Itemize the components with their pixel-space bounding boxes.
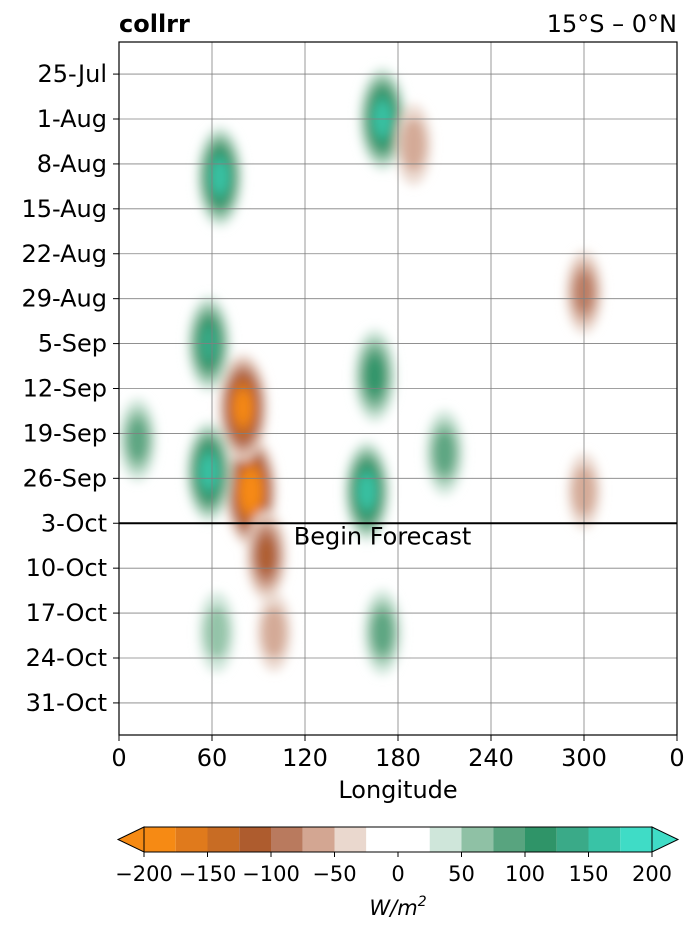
colorbar-segment xyxy=(302,827,335,852)
x-tick-label: 300 xyxy=(561,744,607,772)
y-tick-label: 29-Aug xyxy=(21,285,107,313)
y-tick-label: 26-Sep xyxy=(23,464,107,492)
colorbar-label-exp: 2 xyxy=(418,894,427,910)
colorbar-segment xyxy=(334,827,367,852)
colorbar-segment xyxy=(175,827,208,852)
colorbar-extend-min xyxy=(116,826,145,853)
y-tick-label: 17-Oct xyxy=(26,599,107,627)
colorbar-segment xyxy=(588,827,621,852)
colorbar-tick-label: −150 xyxy=(179,862,237,886)
colorbar-tick-label: −50 xyxy=(312,862,356,886)
colorbar-segment xyxy=(429,827,462,852)
colorbar-tick-label: 50 xyxy=(448,862,475,886)
anomaly-contour xyxy=(371,610,394,655)
anomaly-field xyxy=(119,67,603,676)
colorbar-label-base: W/m xyxy=(369,896,417,920)
y-axis-ticks: 25-Jul 1-Aug 8-Aug 15-Aug 22-Aug 29-Aug 5-Sep 1… xyxy=(21,60,119,717)
colorbar-tick-label: 200 xyxy=(632,862,672,886)
anomaly-contour xyxy=(211,160,229,193)
chart-title-right: 15°S – 0°N xyxy=(547,10,677,38)
y-tick-label: 25-Jul xyxy=(38,60,108,88)
colorbar-tick-label: −100 xyxy=(242,862,300,886)
anomaly-contour xyxy=(256,536,276,575)
y-tick-label: 24-Oct xyxy=(26,644,107,672)
x-tick-label: 0 xyxy=(669,744,684,772)
x-tick-label: 60 xyxy=(197,744,228,772)
y-tick-label: 1-Aug xyxy=(37,105,107,133)
colorbar-tick-label: −200 xyxy=(115,862,173,886)
colorbar-segment xyxy=(144,827,176,852)
anomaly-contour xyxy=(261,606,287,659)
y-tick-label: 10-Oct xyxy=(26,554,107,582)
colorbar-label: W/m2 xyxy=(369,894,426,920)
colorbar-segment xyxy=(525,827,557,852)
chart-title-left: collrr xyxy=(119,10,190,38)
colorbar-segment xyxy=(271,827,303,852)
colorbar-extend-max xyxy=(651,826,680,853)
x-tick-label: 0 xyxy=(111,744,126,772)
colorbar-segment xyxy=(620,827,652,852)
y-tick-label: 22-Aug xyxy=(21,240,107,268)
anomaly-contour xyxy=(365,356,385,396)
colorbar xyxy=(116,826,680,853)
forecast-label: Begin Forecast xyxy=(294,522,472,550)
y-tick-label: 15-Aug xyxy=(21,195,107,223)
x-axis-ticks: 0 60 120 180 240 300 0 xyxy=(111,735,685,772)
x-axis-label: Longitude xyxy=(338,776,457,804)
y-tick-label: 31-Oct xyxy=(26,689,107,717)
colorbar-segment xyxy=(239,827,271,852)
anomaly-contour xyxy=(433,430,456,475)
anomaly-contour xyxy=(242,476,259,506)
colorbar-segment xyxy=(556,827,589,852)
x-tick-label: 180 xyxy=(375,744,421,772)
colorbar-tick-label: 150 xyxy=(568,862,608,886)
y-tick-label: 5-Sep xyxy=(38,330,107,358)
anomaly-contour xyxy=(400,118,427,172)
anomaly-contour xyxy=(358,475,376,508)
colorbar-ticks: −200 −150 −100 −50 0 50 100 150 200 xyxy=(115,852,672,886)
y-tick-label: 8-Aug xyxy=(37,150,107,178)
colorbar-tick-label: 0 xyxy=(391,862,404,886)
x-tick-label: 120 xyxy=(282,744,328,772)
anomaly-contour xyxy=(234,392,252,424)
colorbar-segment xyxy=(207,827,240,852)
colorbar-segment xyxy=(493,827,525,852)
anomaly-contour xyxy=(127,418,148,462)
y-tick-label: 12-Sep xyxy=(23,375,107,403)
y-tick-label: 3-Oct xyxy=(41,509,107,537)
anomaly-contour xyxy=(200,455,218,489)
y-tick-label: 19-Sep xyxy=(23,419,107,447)
x-tick-label: 240 xyxy=(468,744,514,772)
colorbar-segment xyxy=(366,827,430,852)
colorbar-segment xyxy=(461,827,494,852)
colorbar-tick-label: 100 xyxy=(505,862,545,886)
anomaly-contour xyxy=(204,605,230,659)
